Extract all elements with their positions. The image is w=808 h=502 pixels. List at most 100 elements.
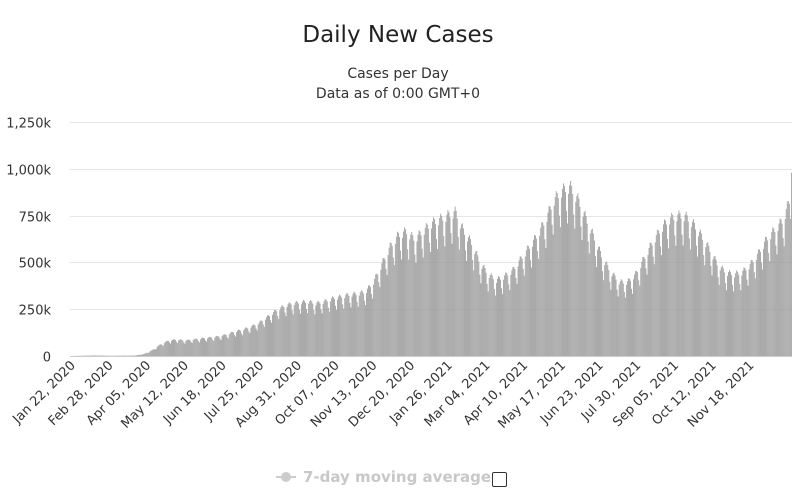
bar (171, 340, 172, 356)
bar (347, 293, 349, 356)
bar (493, 288, 495, 356)
bar (235, 336, 236, 356)
bar (681, 234, 683, 356)
bar (288, 302, 290, 356)
bar (668, 248, 670, 356)
bar (414, 254, 416, 356)
bar (488, 278, 490, 356)
bar (382, 258, 384, 356)
bar (513, 267, 515, 356)
bar (691, 221, 693, 356)
bar (163, 343, 165, 356)
bar (246, 327, 248, 356)
bar (777, 230, 779, 356)
bar (514, 269, 516, 356)
bar (650, 242, 652, 356)
bar (546, 221, 548, 356)
bar (333, 297, 334, 356)
bar (558, 215, 560, 356)
bar (401, 259, 402, 356)
bar (578, 198, 580, 356)
bar (306, 308, 308, 356)
bar (429, 252, 431, 356)
bar (519, 256, 521, 356)
bar (722, 268, 724, 356)
bar (93, 355, 95, 356)
bar (688, 238, 690, 356)
bar (692, 219, 694, 356)
bar (264, 319, 266, 356)
bar (303, 299, 304, 356)
bar (169, 342, 170, 356)
bar (705, 247, 707, 356)
bar (354, 292, 356, 356)
bar (161, 345, 163, 356)
legend-item-moving-average[interactable]: 7-day moving average (276, 468, 491, 486)
bar (396, 231, 398, 356)
bar (324, 299, 326, 356)
bar (219, 338, 221, 356)
bar (375, 274, 377, 356)
bar (535, 235, 536, 356)
bar (328, 311, 330, 356)
bar (294, 302, 296, 356)
bar (779, 218, 781, 356)
bar (754, 278, 756, 356)
bar (240, 330, 242, 356)
bar (304, 300, 305, 356)
bar (220, 340, 222, 356)
bar (695, 229, 696, 356)
moving-average-checkbox[interactable] (492, 472, 507, 487)
bar (557, 198, 559, 356)
bar (372, 298, 374, 356)
bar (236, 332, 237, 356)
bar (395, 236, 397, 356)
bar (656, 229, 658, 356)
bar (343, 308, 345, 356)
bar (391, 245, 393, 356)
bar (518, 260, 520, 356)
bar (309, 301, 311, 356)
bar (228, 334, 230, 356)
bar (677, 214, 679, 356)
bar (474, 253, 476, 356)
bar (434, 219, 435, 356)
bar (528, 248, 530, 356)
bar (740, 290, 742, 356)
bar (480, 283, 482, 356)
bar (481, 268, 483, 356)
bar (92, 355, 94, 356)
bar (725, 290, 727, 356)
bar (283, 307, 285, 356)
bar (369, 285, 370, 356)
bar (490, 273, 492, 356)
bar (334, 299, 335, 356)
bar (643, 256, 645, 356)
bar (446, 214, 448, 356)
bar (566, 210, 567, 356)
bar (373, 284, 375, 356)
bar (413, 240, 415, 356)
bar (279, 310, 281, 356)
bar (635, 271, 637, 356)
bar (744, 268, 746, 356)
bar (406, 234, 408, 356)
bar (700, 229, 702, 356)
bar (573, 214, 575, 356)
bar (694, 223, 695, 356)
bar (666, 224, 667, 356)
bar (152, 349, 154, 356)
bar (245, 327, 247, 356)
bar (591, 228, 593, 356)
bar (390, 243, 392, 356)
bar (341, 297, 343, 356)
bar (579, 206, 581, 356)
bar (292, 314, 294, 356)
bar (710, 265, 712, 356)
bar (683, 221, 685, 356)
bar (563, 183, 564, 356)
bar (766, 237, 768, 356)
bar (515, 277, 517, 356)
bar (181, 339, 183, 356)
bar (146, 352, 148, 356)
